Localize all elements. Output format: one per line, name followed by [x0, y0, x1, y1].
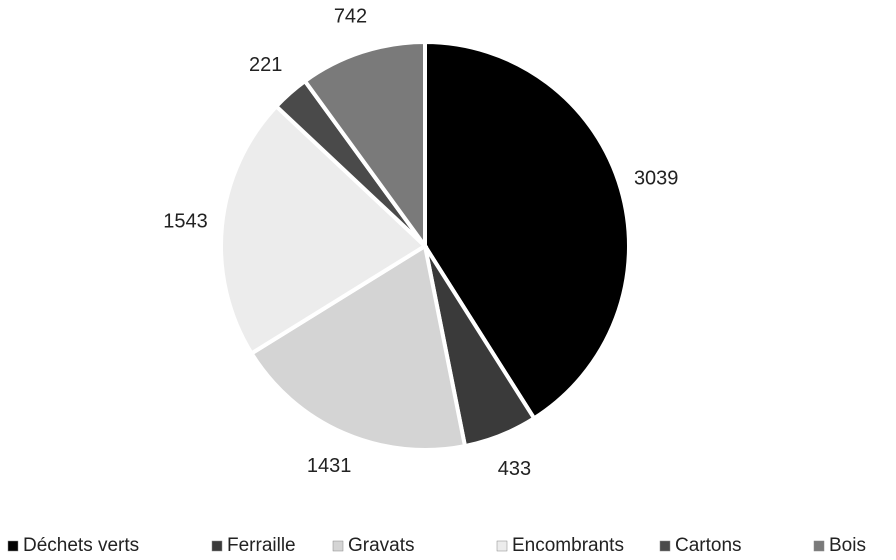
data-label: 3039: [634, 167, 679, 189]
data-label: 433: [498, 458, 531, 480]
data-label: 742: [334, 5, 367, 27]
pie-slice: [302, 39, 427, 253]
legend-label: Gravats: [348, 535, 415, 556]
legend-marker: [496, 540, 508, 552]
legend-marker: [211, 540, 223, 552]
legend-label: Cartons: [675, 535, 742, 556]
legend-marker: [659, 540, 671, 552]
legend-marker: [813, 540, 825, 552]
legend-label: Ferraille: [227, 535, 296, 556]
legend-marker: [332, 540, 344, 552]
legend-label: Encombrants: [512, 535, 624, 556]
legend-label: Déchets verts: [23, 535, 139, 556]
data-label: 221: [249, 54, 282, 76]
pie-slice: [248, 242, 468, 452]
data-label: 1543: [163, 210, 208, 232]
pie-slice: [219, 103, 429, 357]
legend-label: Bois: [829, 535, 866, 556]
legend-marker: [7, 540, 19, 552]
data-label: 1431: [307, 455, 352, 477]
